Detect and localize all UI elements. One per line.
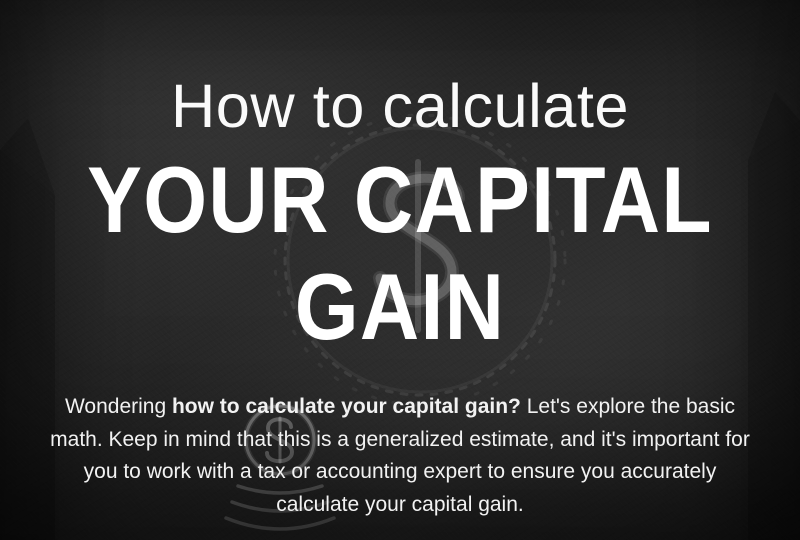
title-line-1: How to calculate (171, 70, 629, 141)
title-headline: YOUR CAPITAL GAIN (83, 147, 717, 361)
body-paragraph: Wondering how to calculate your capital … (40, 391, 760, 521)
body-prefix: Wondering (65, 395, 172, 418)
body-bold-phrase: how to calculate your capital gain? (172, 395, 521, 418)
content-region: How to calculate YOUR CAPITAL GAIN Wonde… (0, 0, 800, 540)
